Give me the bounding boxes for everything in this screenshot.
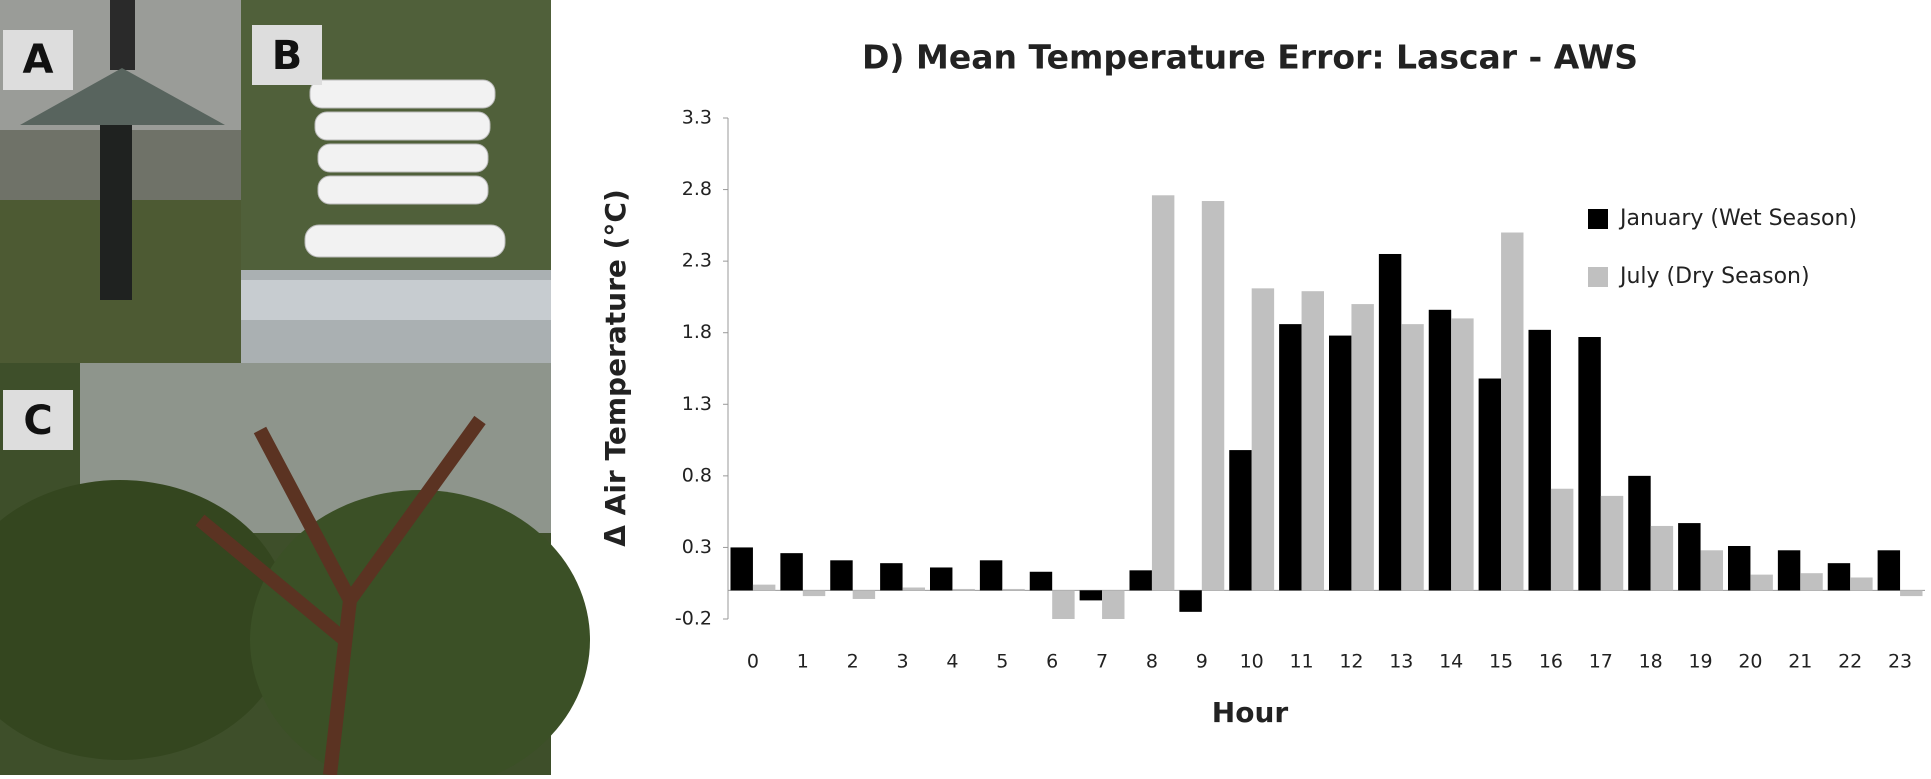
bar (1279, 324, 1302, 591)
bar (929, 567, 953, 591)
bar (1678, 523, 1701, 591)
bar (802, 590, 826, 597)
bar (1428, 309, 1452, 591)
y-tick-label: -0.2 (675, 608, 712, 630)
panel-label: C (23, 398, 52, 444)
bar (1550, 488, 1574, 591)
bar (1102, 590, 1125, 619)
x-tick-label: 5 (996, 651, 1008, 673)
x-tick-label: 10 (1240, 651, 1264, 673)
bar (1600, 495, 1624, 591)
chart-title: D) Mean Temperature Error: Lascar - AWS (862, 38, 1638, 77)
x-tick-label: 0 (747, 651, 759, 673)
bar (1877, 550, 1901, 591)
x-tick-label: 2 (847, 651, 859, 673)
y-tick-label: 2.3 (682, 250, 712, 272)
bar (830, 560, 853, 591)
bar (1650, 525, 1674, 591)
bar (1578, 337, 1601, 591)
bar (1750, 574, 1773, 591)
bar (1528, 329, 1551, 591)
bar (752, 584, 776, 591)
photo-b: B (241, 0, 551, 363)
bar (1501, 232, 1524, 591)
x-axis-title: Hour (1212, 696, 1289, 729)
panel-label: A (23, 37, 54, 83)
bar (1328, 335, 1352, 591)
bar (1900, 590, 1923, 597)
y-tick-label: 2.8 (682, 178, 712, 200)
bar (1401, 324, 1424, 591)
x-tick-label: 7 (1096, 651, 1108, 673)
bar (952, 588, 975, 591)
bar (1827, 563, 1851, 591)
x-tick-label: 22 (1838, 651, 1862, 673)
x-tick-label: 16 (1539, 651, 1563, 673)
bar (1727, 545, 1751, 591)
bar (1029, 571, 1053, 591)
bar (1700, 550, 1724, 591)
x-tick-label: 15 (1489, 651, 1513, 673)
bar (1179, 590, 1202, 612)
x-tick-label: 21 (1788, 651, 1812, 673)
bar (1777, 550, 1801, 591)
x-tick-label: 14 (1439, 651, 1463, 673)
bar (979, 560, 1003, 591)
x-tick-label: 11 (1289, 651, 1313, 673)
legend-label: January (Wet Season) (1618, 206, 1857, 231)
x-tick-label: 4 (946, 651, 958, 673)
photo-c: C (0, 363, 590, 779)
bar (1850, 577, 1873, 591)
bar (852, 590, 876, 599)
x-tick-label: 12 (1339, 651, 1363, 673)
x-tick-label: 8 (1146, 651, 1158, 673)
bar (1351, 304, 1374, 591)
y-tick-label: 3.3 (682, 107, 712, 129)
bar (730, 547, 753, 591)
bar (1229, 450, 1252, 591)
bar (1251, 288, 1275, 591)
x-tick-label: 18 (1639, 651, 1663, 673)
legend-label: July (Dry Season) (1618, 264, 1810, 289)
x-tick-label: 20 (1738, 651, 1762, 673)
x-tick-label: 17 (1589, 651, 1613, 673)
bar (880, 563, 903, 591)
bar (1800, 573, 1823, 591)
bar (1129, 570, 1152, 591)
y-tick-label: 1.3 (682, 393, 712, 415)
y-tick-label: 0.3 (682, 536, 712, 558)
bar (1079, 590, 1103, 601)
x-tick-label: 6 (1046, 651, 1058, 673)
bar (1052, 590, 1075, 619)
legend-swatch (1588, 209, 1608, 229)
bar (1201, 201, 1225, 591)
panel-label: B (272, 33, 303, 79)
bar (1151, 195, 1175, 591)
bar (902, 587, 926, 591)
y-axis-title: Δ Air Temperature (°C) (599, 189, 632, 547)
x-tick-label: 1 (797, 651, 809, 673)
x-tick-label: 3 (897, 651, 909, 673)
y-tick-label: 0.8 (682, 464, 712, 486)
bar (1478, 378, 1502, 591)
x-tick-label: 9 (1196, 651, 1208, 673)
x-tick-label: 13 (1389, 651, 1413, 673)
bar (1451, 318, 1474, 591)
bar (1378, 253, 1402, 591)
bar (1628, 475, 1651, 591)
bar (780, 553, 803, 591)
bar (1002, 588, 1025, 591)
x-tick-label: 23 (1888, 651, 1912, 673)
legend-swatch (1588, 267, 1608, 287)
x-tick-label: 19 (1688, 651, 1712, 673)
bar (1301, 291, 1325, 591)
photo-a: A (0, 0, 241, 363)
y-tick-label: 1.8 (682, 321, 712, 343)
